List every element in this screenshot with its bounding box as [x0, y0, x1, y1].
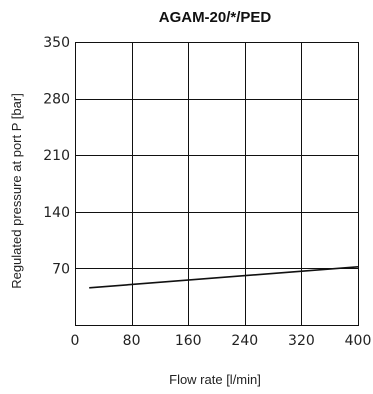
x-tick-label: 240	[231, 333, 258, 349]
y-axis-label: Regulated pressure at port P [bar]	[9, 93, 24, 289]
x-tick-label: 80	[123, 333, 141, 349]
y-tick-label: 70	[52, 261, 70, 277]
grid	[75, 42, 358, 325]
x-tick-label: 160	[175, 333, 202, 349]
y-tick-label: 140	[43, 205, 70, 221]
x-tick-label: 0	[71, 333, 80, 349]
tick-labels: 0 80 160 240 320 400 70 140 210 280 350	[43, 35, 371, 349]
y-tick-label: 350	[43, 35, 70, 51]
y-tick-label: 210	[43, 148, 70, 164]
x-axis-label: Flow rate [l/min]	[169, 372, 261, 387]
x-tick-label: 320	[288, 333, 315, 349]
chart-title: AGAM-20/*/PED	[159, 9, 272, 26]
y-tick-label: 280	[43, 92, 70, 108]
series-line	[89, 266, 359, 289]
x-tick-label: 400	[345, 333, 372, 349]
series-layer	[89, 266, 359, 289]
plot-frame	[75, 42, 359, 326]
